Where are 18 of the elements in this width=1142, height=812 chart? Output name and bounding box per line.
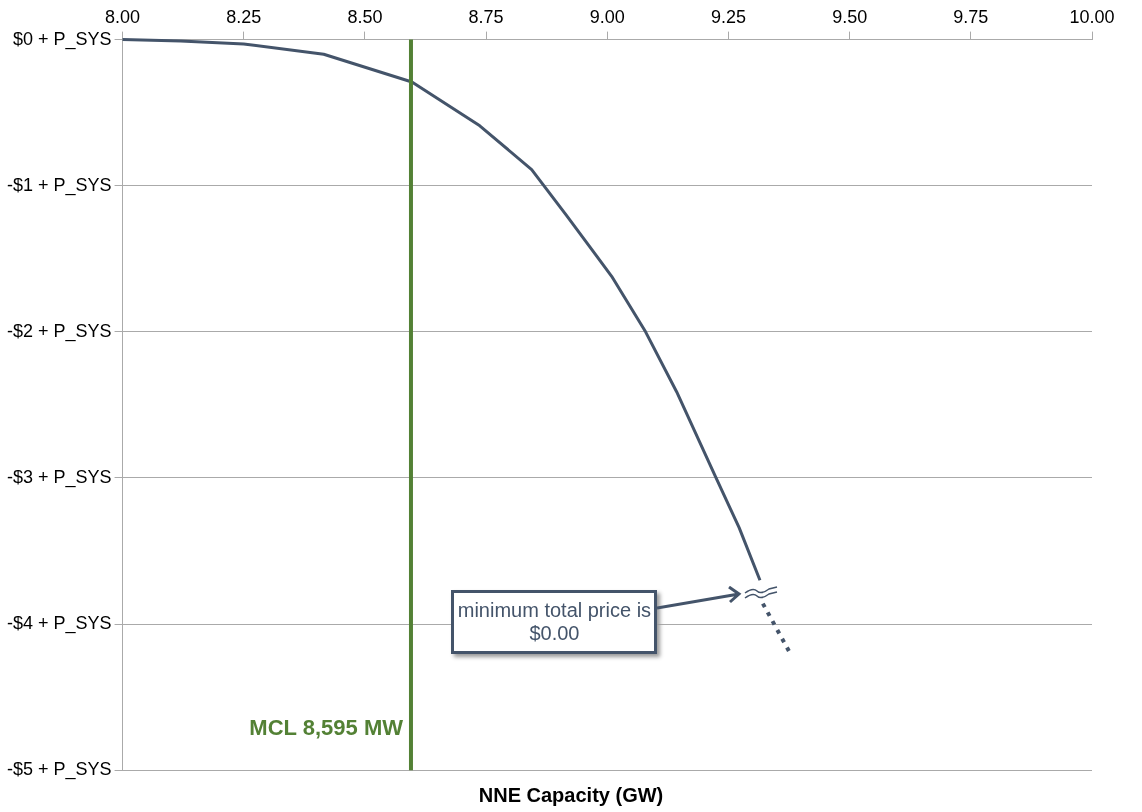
x-tick-label: 9.75 bbox=[953, 6, 989, 27]
y-tick-label: -$3 + P_SYS bbox=[6, 466, 112, 488]
x-axis-title: NNE Capacity (GW) bbox=[477, 784, 665, 807]
y-tick-label: $0 + P_SYS bbox=[12, 28, 112, 50]
x-tick-label: 10.00 bbox=[1069, 6, 1115, 27]
y-tick-label: -$1 + P_SYS bbox=[6, 174, 112, 196]
y-tick-label: -$5 + P_SYS bbox=[6, 759, 112, 781]
x-tick-label: 9.25 bbox=[710, 6, 746, 27]
y-tick-label: -$2 + P_SYS bbox=[6, 320, 112, 342]
y-tick-label: -$4 + P_SYS bbox=[6, 613, 112, 635]
x-tick-label: 8.50 bbox=[347, 6, 383, 27]
x-tick-label: 8.00 bbox=[105, 6, 141, 27]
ref-line-label: MCL 8,595 MW bbox=[249, 715, 404, 741]
x-tick-label: 8.75 bbox=[468, 6, 504, 27]
x-tick-label: 8.25 bbox=[226, 6, 262, 27]
x-tick-label: 9.50 bbox=[832, 6, 868, 27]
x-tick-label: 9.00 bbox=[589, 6, 625, 27]
annotation: minimum total price is $0.00 bbox=[451, 589, 658, 654]
